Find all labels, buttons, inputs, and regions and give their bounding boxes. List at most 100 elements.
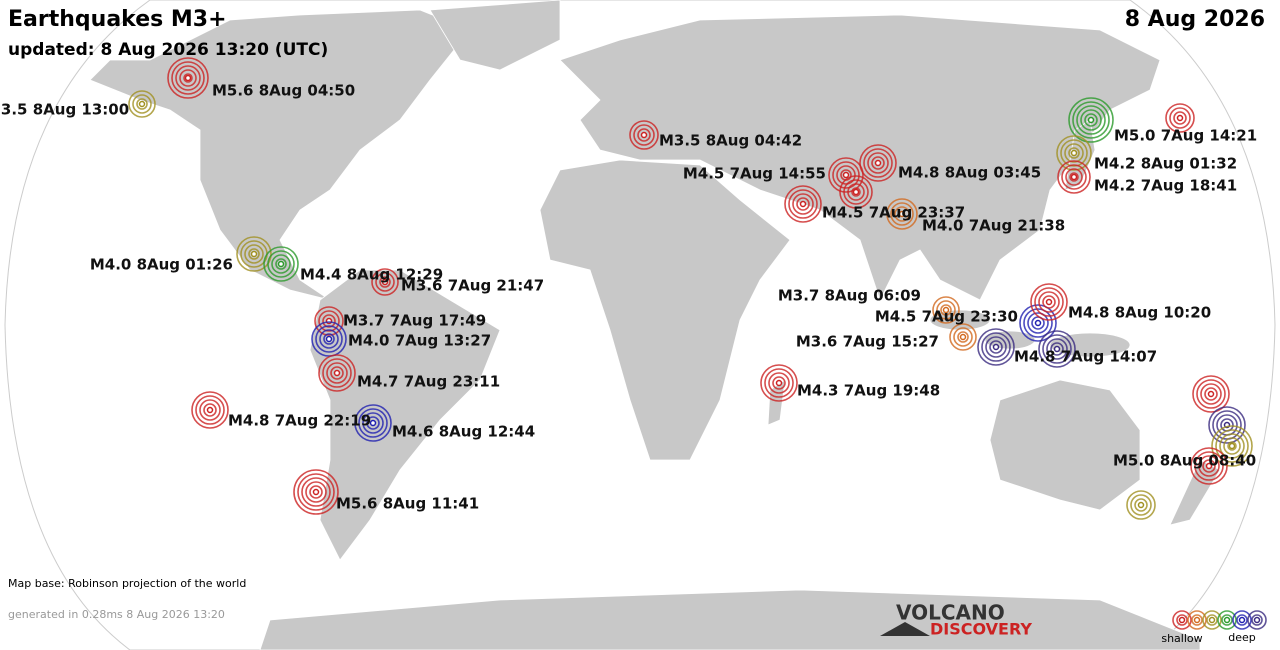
marker-ring <box>136 98 148 110</box>
quake-marker <box>1056 135 1092 171</box>
marker-core <box>1176 114 1184 122</box>
marker-core <box>138 100 146 108</box>
quake-marker <box>1057 160 1091 194</box>
quake-label: M4.0 7Aug 13:27 <box>348 332 491 350</box>
quake-marker <box>839 175 873 209</box>
marker-core <box>640 131 648 139</box>
quake-label: M4.5 7Aug 23:30 <box>875 308 1018 326</box>
logo-icon <box>880 622 930 636</box>
marker-ring <box>1251 614 1263 626</box>
marker-ring <box>1172 610 1192 630</box>
marker-core <box>1034 319 1042 327</box>
generated-note: generated in 0.28ms 8 Aug 2026 13:20 <box>8 608 225 621</box>
legend-marker <box>1217 610 1237 630</box>
quake-label: M4.4 8Aug 12:29 <box>300 266 443 284</box>
marker-ring <box>1050 342 1064 356</box>
marker-ring <box>784 185 822 223</box>
marker-ring <box>1068 147 1080 159</box>
marker-core <box>277 260 285 268</box>
marker-ring <box>1060 139 1088 167</box>
marker-ring <box>171 61 205 95</box>
marker-ring <box>940 304 952 316</box>
quake-label: M4.5 7Aug 14:55 <box>683 165 826 183</box>
marker-ring <box>1165 103 1195 133</box>
quake-label: M4.0 7Aug 21:38 <box>922 217 1065 235</box>
quake-label: M3.5 8Aug 04:42 <box>659 132 802 150</box>
marker-ring <box>1056 135 1092 171</box>
map-base-note: Map base: Robinson projection of the wor… <box>8 577 246 590</box>
marker-ring <box>1068 97 1114 143</box>
marker-ring <box>832 161 860 189</box>
marker-ring <box>1219 433 1245 459</box>
quake-marker <box>371 268 399 296</box>
marker-ring <box>1130 494 1152 516</box>
quake-label: M4.2 7Aug 18:41 <box>1094 177 1237 195</box>
quake-marker <box>977 328 1015 366</box>
legend-marker <box>1232 610 1252 630</box>
marker-ring <box>1126 490 1156 520</box>
quake-marker <box>191 391 229 429</box>
marker-ring <box>932 296 960 324</box>
marker-ring <box>1069 172 1079 182</box>
quake-label: M3.6 7Aug 21:47 <box>401 277 544 295</box>
marker-ring <box>1200 383 1222 405</box>
marker-core <box>250 250 258 258</box>
quake-marker <box>828 157 864 193</box>
quake-marker <box>760 364 798 402</box>
marker-ring <box>977 328 1015 366</box>
marker-ring <box>128 90 156 118</box>
marker-ring <box>322 358 352 388</box>
marker-core <box>1070 173 1078 181</box>
marker-core <box>852 188 860 196</box>
title: Earthquakes M3+ <box>8 7 227 32</box>
marker-ring <box>1065 168 1083 186</box>
quake-label: M5.0 7Aug 14:21 <box>1114 127 1257 145</box>
quake-label: M3.6 7Aug 15:27 <box>796 333 939 351</box>
quake-label: M5.0 8Aug 08:40 <box>1113 452 1256 470</box>
marker-ring <box>1023 308 1053 338</box>
legend-marker <box>1187 610 1207 630</box>
marker-ring <box>1187 610 1207 630</box>
marker-core <box>206 406 214 414</box>
marker-core <box>312 488 320 496</box>
quake-label: M4.8 7Aug 22:19 <box>228 412 371 430</box>
marker-ring <box>637 128 651 142</box>
marker-ring <box>890 202 914 226</box>
logo-line1: VOLCANO <box>896 601 1005 625</box>
quake-label: M5.6 8Aug 04:50 <box>212 82 355 100</box>
marker-ring <box>322 314 336 328</box>
marker-ring <box>839 175 873 209</box>
marker-ring <box>1080 109 1102 131</box>
marker-core <box>1087 116 1095 124</box>
marker-core <box>1207 390 1215 398</box>
marker-core <box>369 419 377 427</box>
marker-core <box>1193 616 1201 624</box>
quake-label: M3.5 8Aug 13:00 <box>0 101 129 119</box>
quake-label: M4.5 7Aug 23:37 <box>822 204 965 222</box>
quake-label: M3.7 8Aug 06:09 <box>778 287 921 305</box>
marker-ring <box>629 120 659 150</box>
logo-line2: DISCOVERY <box>930 620 1032 639</box>
marker-ring <box>1134 498 1148 512</box>
marker-ring <box>828 157 864 193</box>
marker-ring <box>851 187 861 197</box>
marker-ring <box>179 69 197 87</box>
marker-core <box>1178 616 1186 624</box>
marker-ring <box>1072 101 1110 139</box>
marker-ring <box>379 276 391 288</box>
marker-ring <box>894 206 910 222</box>
quake-label: M4.3 7Aug 19:48 <box>797 382 940 400</box>
marker-ring <box>1061 164 1087 190</box>
quake-marker <box>1030 283 1068 321</box>
quake-marker <box>1038 330 1076 368</box>
marker-ring <box>319 329 339 349</box>
quake-marker <box>784 185 822 223</box>
marker-ring <box>1196 379 1226 409</box>
marker-ring <box>297 473 335 511</box>
marker-ring <box>1202 610 1222 630</box>
quake-label: M4.8 8Aug 10:20 <box>1068 304 1211 322</box>
legend-marker <box>1202 610 1222 630</box>
legend-deep: deep <box>1228 631 1256 644</box>
marker-core <box>799 200 807 208</box>
